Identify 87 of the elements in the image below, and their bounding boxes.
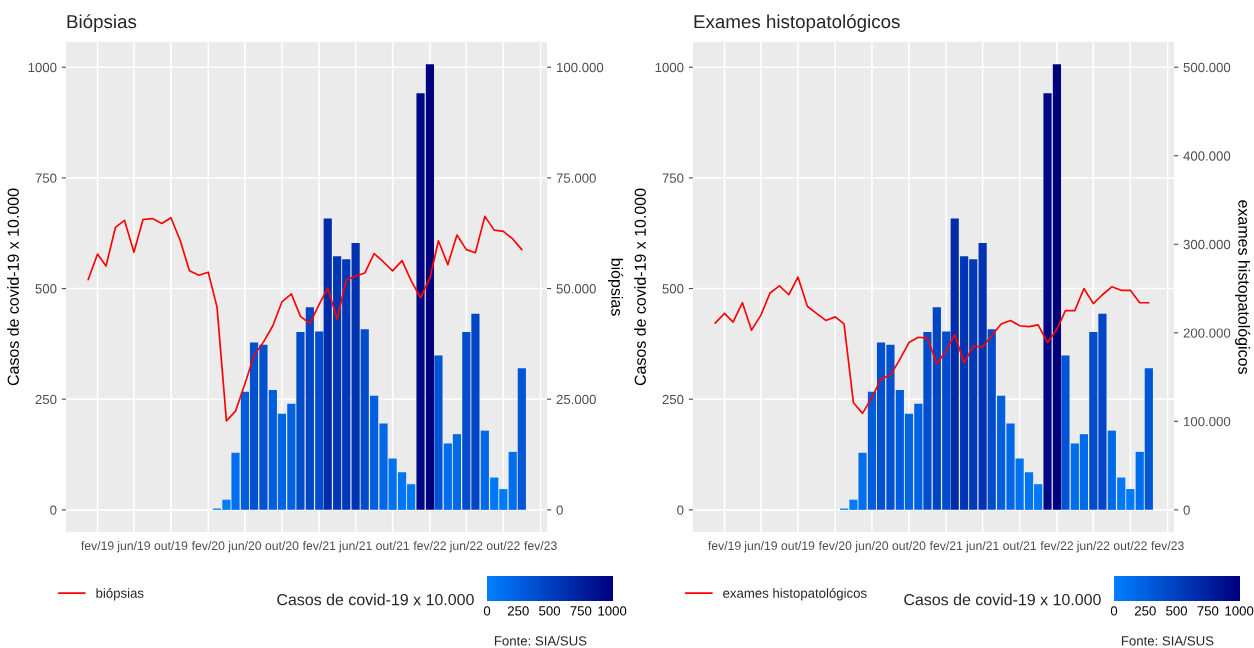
x-tick-label: fev/21 (302, 541, 336, 551)
y-axis-title: Casos de covid-19 x 10.000 (634, 188, 646, 386)
x-tick-label: out/22 (486, 541, 520, 551)
x-tick-label: fev/20 (818, 541, 852, 551)
source-note: Fonte: SIA/SUS (1121, 635, 1214, 646)
y2-tick-label: 300.000 (1183, 239, 1231, 250)
x-tick-label: out/20 (892, 541, 926, 551)
color-bar-title: Casos de covid-19 x 10.000 (904, 593, 1101, 606)
color-bar-label: 500 (539, 606, 561, 616)
color-bar-label: 1000 (598, 606, 627, 616)
x-tick-label: out/20 (265, 541, 299, 551)
y-tick-label: 0 (50, 505, 57, 515)
x-tick-label: out/22 (1113, 541, 1147, 551)
y-tick-label: 0 (677, 505, 684, 515)
y-tick-label: 250 (35, 394, 57, 405)
y2-axis-title: biópsias (608, 258, 624, 316)
chart-title: Biópsias (67, 14, 137, 32)
x-tick-label: jun/22 (449, 541, 483, 553)
color-bar-label: 0 (1110, 606, 1118, 616)
color-bar-label: 250 (1134, 606, 1156, 616)
y2-tick-label: 200.000 (1183, 328, 1231, 338)
bar (1135, 451, 1144, 510)
y-tick-label: 750 (35, 173, 57, 183)
bar (1107, 430, 1116, 510)
color-bar-label: 1000 (1225, 606, 1254, 616)
x-tick-label: fev/23 (524, 541, 557, 551)
bar (231, 452, 240, 510)
line-series (87, 215, 523, 422)
color-bar-label: 250 (507, 606, 529, 616)
x-tick-label: fev/19 (708, 541, 741, 551)
color-bar-label: 750 (570, 606, 592, 616)
x-tick-label: jun/22 (1076, 541, 1110, 553)
x-tick-label: fev/23 (1151, 541, 1184, 551)
color-bar-label: 750 (1197, 606, 1219, 616)
y2-tick-label: 0 (556, 505, 563, 515)
bar (480, 430, 489, 510)
chart-title: Exames histopatológicos (694, 14, 900, 32)
x-tick-label: fev/22 (1040, 541, 1073, 551)
y2-tick-label: 400.000 (1183, 151, 1231, 161)
y-axis-title: Casos de covid-19 x 10.000 (7, 188, 19, 386)
y-tick-label: 500 (662, 284, 684, 294)
x-tick-label: jun/21 (338, 541, 372, 553)
y2-axis-title: exames histopatológicos (1235, 200, 1251, 374)
source-note: Fonte: SIA/SUS (494, 635, 587, 646)
bar (1061, 355, 1070, 510)
x-tick-label: jun/20 (854, 541, 889, 553)
y-tick-label: 1000 (655, 62, 684, 73)
legend-label: biópsias (96, 587, 144, 601)
color-bar-label: 0 (483, 606, 491, 616)
x-tick-label: out/21 (1003, 541, 1037, 551)
bar (434, 355, 443, 510)
x-tick-label: out/19 (781, 541, 815, 551)
y-tick-label: 500 (35, 284, 57, 294)
bar (240, 391, 250, 510)
bar (517, 368, 526, 510)
x-tick-label: fev/20 (191, 541, 225, 551)
x-tick-label: fev/21 (929, 541, 963, 551)
bar (858, 452, 867, 510)
color-bar-label: 500 (1166, 606, 1188, 616)
y2-tick-label: 100.000 (557, 62, 604, 73)
color-bar-title: Casos de covid-19 x 10.000 (277, 593, 474, 606)
bar (987, 329, 996, 510)
y2-tick-label: 75.000 (556, 173, 596, 183)
y2-tick-label: 25.000 (556, 394, 596, 405)
y-tick-label: 750 (662, 173, 684, 183)
y2-tick-label: 50.000 (556, 284, 596, 294)
y2-tick-label: 100.000 (1184, 416, 1231, 427)
bar (351, 242, 360, 510)
x-tick-label: out/21 (376, 541, 410, 551)
x-tick-label: out/19 (154, 541, 188, 551)
y-tick-label: 250 (662, 394, 684, 405)
x-tick-label: fev/22 (413, 541, 446, 551)
bar (978, 242, 987, 510)
bar (1144, 368, 1153, 510)
bar (360, 329, 369, 510)
y2-tick-label: 0 (1183, 505, 1190, 515)
x-tick-label: jun/20 (227, 541, 262, 553)
bar (508, 451, 517, 510)
x-tick-label: jun/19 (743, 541, 778, 553)
line-series (714, 276, 1150, 415)
x-tick-label: jun/19 (116, 541, 151, 553)
y-tick-label: 1000 (28, 62, 57, 73)
y2-tick-label: 500.000 (1183, 62, 1231, 73)
x-tick-label: fev/19 (81, 541, 114, 551)
x-tick-label: jun/21 (965, 541, 999, 553)
legend-label: exames histopatológicos (723, 587, 867, 601)
bar (867, 391, 877, 510)
